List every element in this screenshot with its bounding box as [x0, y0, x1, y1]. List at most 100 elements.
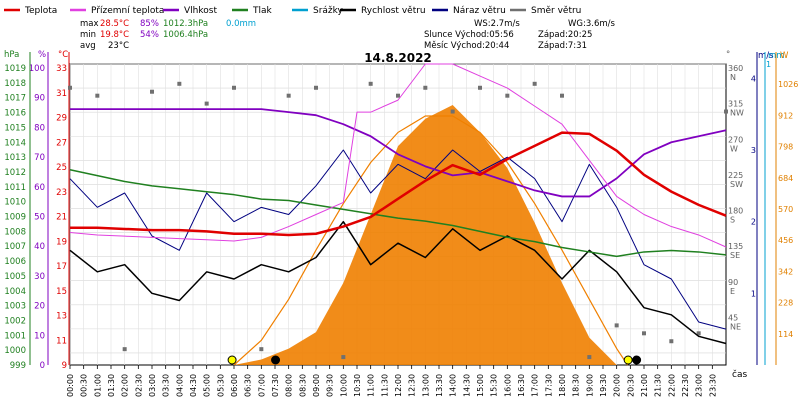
- x-tick-label: 18:30: [572, 374, 581, 397]
- c-tick-label: 13: [56, 312, 67, 322]
- x-tick-label: 10:00: [339, 374, 348, 397]
- hpa-tick-label: 1010: [4, 198, 26, 208]
- x-tick-label: 22:30: [681, 374, 690, 397]
- hpa-tick-label: 1004: [4, 287, 26, 297]
- sunrise-marker: [227, 355, 237, 365]
- pct-tick-label: 50: [34, 213, 45, 223]
- stats-avg-temp: 23°C: [108, 41, 129, 51]
- series-gust-line: [69, 149, 727, 330]
- hpa-tick-label: 999: [10, 361, 26, 371]
- pct-tick-label: 10: [34, 331, 45, 341]
- x-tick-label: 05:00: [203, 374, 212, 397]
- ms-tick-label: 3: [751, 146, 756, 155]
- stats-moon: Měsíc Východ:20:44: [424, 41, 509, 51]
- legend-label-0: Teplota: [24, 6, 57, 16]
- dir-tick-lbl: W: [730, 144, 738, 153]
- series-ground-temp-line: [69, 63, 727, 248]
- hpa-tick-label: 1019: [4, 64, 26, 74]
- plot-area: [68, 63, 728, 366]
- stats-sun-set: Západ:20:25: [538, 30, 592, 40]
- x-axis: 00:00 00:30 01:00 01:30 02:00 02:30 03:00 03:30…: [66, 365, 717, 397]
- wind-dir-point: [286, 93, 291, 98]
- c-tick-label: 15: [56, 287, 67, 297]
- x-tick-label: 17:30: [544, 374, 553, 397]
- series-theoretical-sun: [233, 115, 629, 366]
- c-tick-label: 11: [56, 336, 67, 346]
- hpa-tick-label: 1007: [4, 242, 26, 252]
- ms-tick-label: 4: [751, 74, 756, 83]
- x-tick-label: 07:30: [271, 374, 280, 397]
- x-tick-label: 00:00: [66, 374, 75, 397]
- hpa-tick-label: 1008: [4, 227, 26, 237]
- hpa-tick-label: 1018: [4, 79, 26, 89]
- dir-tick-lbl: N: [730, 73, 736, 82]
- chart-legend: Teplota Přízemní teplota Vlhkost Tlak Srážky…: [4, 6, 581, 16]
- wind-dir-point: [232, 85, 236, 90]
- hpa-tick-label: 1012: [4, 168, 26, 178]
- axis-unit-ms: m/s: [758, 51, 774, 61]
- x-tick-label: 01:00: [93, 374, 102, 397]
- x-tick-label: 06:00: [230, 374, 239, 397]
- x-tick-label: 19:00: [585, 374, 594, 397]
- dir-tick-lbl: NE: [730, 323, 741, 332]
- w-tick-label: 342: [778, 267, 793, 276]
- x-tick-label: 22:00: [667, 374, 676, 397]
- dir-tick-lbl: SW: [730, 180, 743, 189]
- axis-unit-hpa: hPa: [4, 50, 19, 60]
- dir-tick-deg: 270: [728, 135, 743, 144]
- x-tick-label: 23:30: [708, 374, 717, 397]
- wind-dir-point: [614, 323, 619, 328]
- series-temp-line: [70, 131, 727, 237]
- moonrise-marker: [632, 355, 642, 365]
- w-tick-label: 456: [778, 236, 793, 245]
- w-tick-label: 114: [778, 330, 793, 339]
- dir-tick-lbl: SE: [730, 251, 740, 260]
- stats-max-label: max: [80, 19, 99, 29]
- pct-tick-label: 70: [34, 153, 45, 163]
- stats-ws: WS:2.7m/s: [474, 19, 520, 29]
- pct-tick-label: 90: [34, 94, 45, 104]
- x-tick-label: 04:00: [175, 374, 184, 397]
- hpa-tick-label: 1017: [4, 94, 26, 104]
- pct-tick-label: 40: [34, 242, 45, 252]
- pct-tick-label: 30: [34, 272, 45, 282]
- x-tick-label: 09:00: [312, 374, 321, 397]
- series-sun-area: [234, 105, 617, 365]
- x-tick-label: 14:00: [449, 374, 458, 397]
- wind-dir-point: [560, 93, 564, 98]
- x-tick-label: 00:30: [80, 374, 89, 397]
- x-axis-label: čas: [732, 369, 747, 380]
- w-tick-label: 228: [778, 299, 793, 308]
- series-humidity-line: [70, 108, 727, 198]
- x-tick-label: 18:00: [558, 374, 567, 397]
- c-tick-label: 33: [56, 64, 67, 74]
- pct-tick-label: 60: [34, 183, 45, 193]
- axis-unit-c: °C: [58, 50, 68, 60]
- c-tick-label: 27: [56, 138, 67, 148]
- c-tick-label: 19: [56, 237, 67, 247]
- wind-dir-point: [95, 93, 100, 98]
- wind-dir-point: [696, 331, 701, 336]
- wind-dir-point: [532, 81, 537, 86]
- pct-tick-label: 20: [34, 302, 45, 312]
- dir-tick-deg: 225: [728, 171, 743, 180]
- dir-tick-lbl: S: [730, 216, 735, 225]
- wind-dir-point: [669, 339, 674, 344]
- hpa-tick-label: 1016: [4, 109, 26, 119]
- x-tick-label: 13:00: [421, 374, 430, 397]
- x-tick-label: 03:00: [148, 374, 157, 397]
- stats-max-temp: 28.5°C: [100, 19, 129, 29]
- ms-tick-label: 1: [751, 289, 756, 298]
- stats-max-hum: 85%: [140, 19, 159, 29]
- stats-block: max 28.5°C 85% 1012.3hPa 0.0mm min 19.8°…: [80, 19, 616, 51]
- x-tick-label: 02:00: [121, 374, 130, 397]
- wind-dir-point: [259, 347, 264, 352]
- c-tick-label: 21: [56, 213, 67, 223]
- x-tick-label: 10:30: [353, 374, 362, 397]
- dir-tick-deg: 135: [728, 242, 743, 251]
- wind-dir-point: [450, 109, 455, 114]
- hpa-tick-label: 1013: [4, 153, 26, 163]
- legend-label-1: Přízemní teplota: [91, 6, 164, 16]
- x-tick-label: 09:30: [326, 374, 335, 397]
- wind-dir-point: [341, 355, 346, 360]
